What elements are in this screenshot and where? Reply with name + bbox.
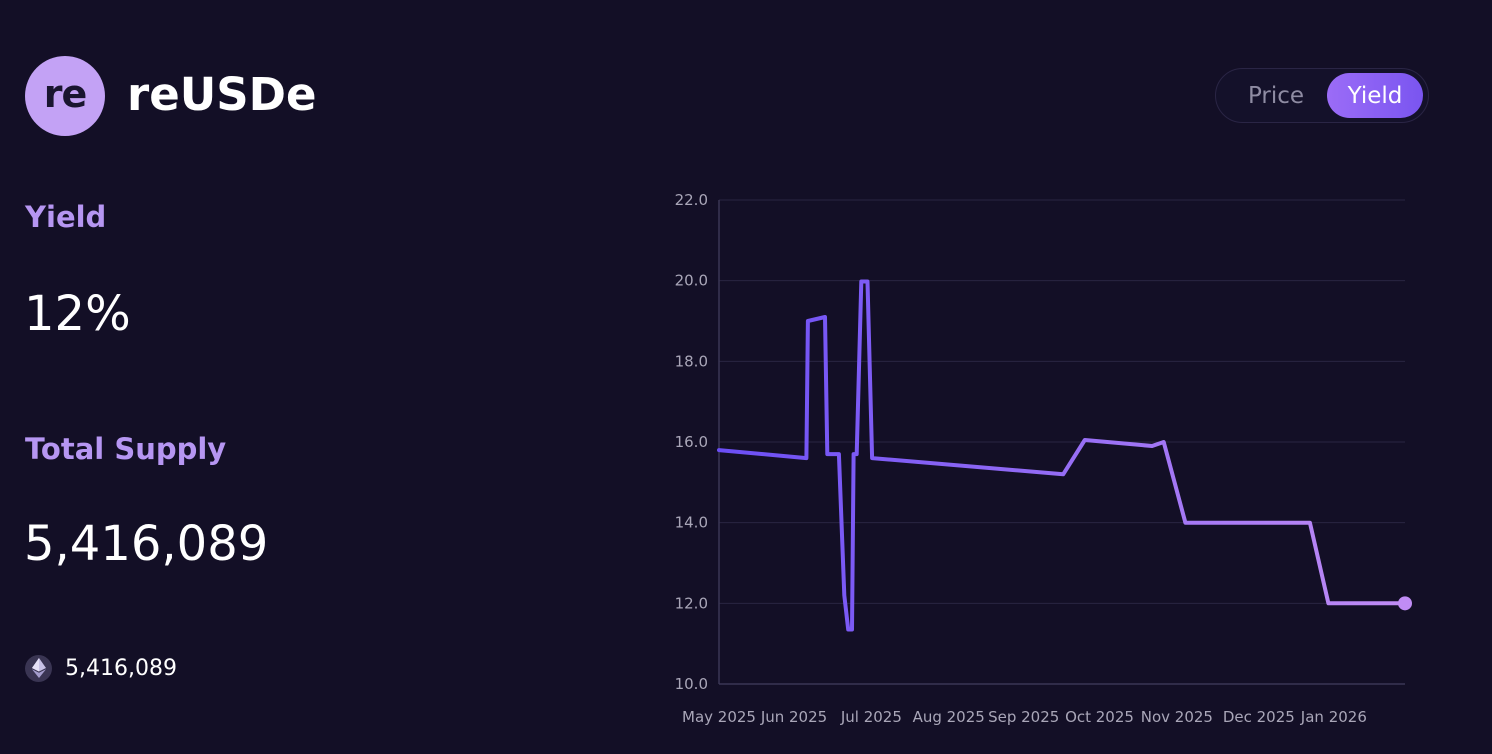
x-tick-label: Aug 2025 xyxy=(913,708,985,726)
y-tick-label: 10.0 xyxy=(675,675,708,693)
y-tick-label: 14.0 xyxy=(675,514,708,532)
asset-title: reUSDe xyxy=(127,68,317,121)
x-tick-label: Sep 2025 xyxy=(988,708,1059,726)
yield-toggle-button[interactable]: Yield xyxy=(1327,73,1423,118)
yield-value: 12% xyxy=(24,286,131,342)
yield-end-point[interactable] xyxy=(1398,596,1412,611)
yield-label: Yield xyxy=(25,200,107,234)
x-tick-label: Jan 2026 xyxy=(1300,708,1367,726)
x-tick-label: Dec 2025 xyxy=(1223,708,1295,726)
total-supply-label: Total Supply xyxy=(25,432,227,466)
y-tick-label: 12.0 xyxy=(675,594,708,612)
price-yield-toggle: Price Yield xyxy=(1215,68,1429,123)
x-tick-label: Oct 2025 xyxy=(1065,708,1134,726)
x-tick-label: May 2025 xyxy=(682,708,756,726)
y-tick-label: 22.0 xyxy=(675,191,708,209)
x-tick-label: Jun 2025 xyxy=(760,708,827,726)
yield-series-line xyxy=(717,279,1407,632)
x-tick-label: Jul 2025 xyxy=(840,708,902,726)
eth-supply-amount: 5,416,089 xyxy=(65,655,177,681)
x-tick-label: Nov 2025 xyxy=(1141,708,1213,726)
ethereum-icon xyxy=(25,654,52,682)
eth-supply-row: 5,416,089 xyxy=(25,654,177,682)
y-tick-label: 16.0 xyxy=(675,433,708,451)
y-tick-label: 20.0 xyxy=(675,272,708,290)
total-supply-value: 5,416,089 xyxy=(24,516,269,572)
asset-logo-text: re xyxy=(43,72,88,116)
y-tick-label: 18.0 xyxy=(675,352,708,370)
price-toggle-button[interactable]: Price xyxy=(1247,82,1305,109)
asset-logo: re xyxy=(25,56,105,136)
